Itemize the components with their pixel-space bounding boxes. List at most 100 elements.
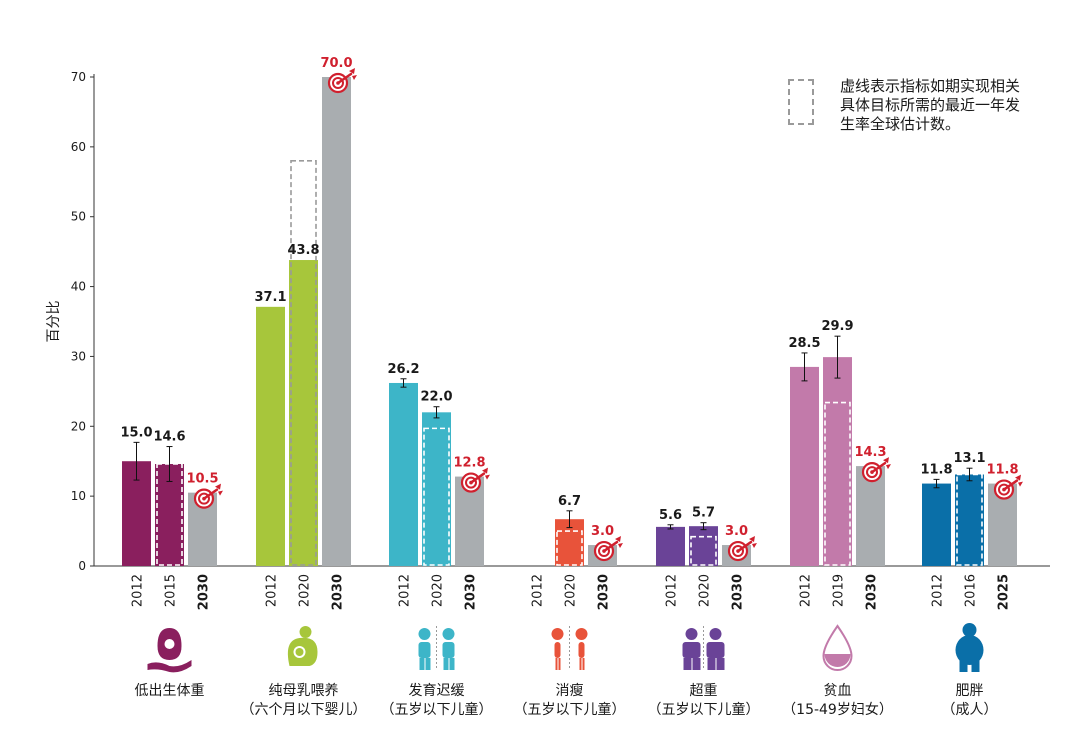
category-label: 贫血 <box>824 683 852 699</box>
y-tick-label: 20 <box>71 419 86 433</box>
target-value-label: 12.8 <box>453 456 485 471</box>
value-label: 6.7 <box>558 494 581 509</box>
category-label: 发育迟缓 <box>409 683 465 699</box>
x-tick-label: 2012 <box>531 574 546 607</box>
overweight-children-icon <box>682 626 725 670</box>
bar <box>656 526 685 566</box>
bar <box>790 366 819 566</box>
x-tick-label: 2012 <box>799 574 814 607</box>
bar-group-2: 37.1 2012 43.8 2020 70.0 2030 纯母乳喂养 （六个月以下婴儿） <box>241 56 367 718</box>
target-icon <box>727 536 757 562</box>
y-tick-label: 0 <box>78 559 86 573</box>
dashed-target-outline <box>824 401 851 566</box>
bar <box>256 306 285 566</box>
x-tick-label: 2030 <box>731 574 746 610</box>
y-tick-label: 50 <box>71 210 86 224</box>
x-tick-label: 2030 <box>197 574 212 610</box>
breastfeeding-icon <box>287 626 318 666</box>
bar <box>689 526 718 566</box>
category-label: 肥胖 <box>956 683 984 699</box>
x-tick-label: 2025 <box>997 574 1012 610</box>
target-icon <box>993 474 1023 500</box>
category-sublabel: （15-49岁妇女） <box>782 701 893 718</box>
value-label: 13.1 <box>953 451 985 466</box>
bar-group-6: 28.5 2012 29.9 2019 14.3 2030 贫血 （15-49岁妇女） <box>782 319 893 718</box>
value-label: 37.1 <box>254 290 286 305</box>
bar-group-4: 2012 6.7 2020 3.0 2030 消瘦 （五岁以下儿童） <box>514 494 626 718</box>
target-bar <box>322 77 351 566</box>
target-value-label: 10.5 <box>186 472 218 487</box>
x-tick-label: 2015 <box>164 574 179 607</box>
x-tick-label: 2012 <box>931 574 946 607</box>
baby-bag-icon <box>147 628 192 673</box>
target-value-label: 11.8 <box>986 463 1018 478</box>
x-tick-label: 2012 <box>131 574 146 607</box>
dashed-target-outline <box>290 160 317 566</box>
value-label: 26.2 <box>387 362 419 377</box>
bar <box>955 474 984 566</box>
bar-group-5: 5.6 2012 5.7 2020 3.0 2030 超重 （五岁以下儿童） <box>648 506 760 718</box>
value-label: 28.5 <box>788 336 820 351</box>
value-label: 5.7 <box>692 506 715 521</box>
value-label: 11.8 <box>920 462 952 477</box>
legend-dashed-swatch <box>788 79 814 125</box>
legend-text: 虚线表示指标如期实现相关具体目标所需的最近一年发生率全球估计数。 <box>840 77 1021 133</box>
y-tick-label: 10 <box>71 489 86 503</box>
target-icon <box>193 483 223 509</box>
obese-adult-icon <box>955 623 984 672</box>
category-sublabel: （五岁以下儿童） <box>381 701 493 718</box>
value-label: 5.6 <box>659 508 682 523</box>
bar-group-3: 26.2 2012 22.0 2020 12.8 2030 发育迟缓 （五岁以下儿童） <box>381 362 493 718</box>
value-label: 15.0 <box>120 425 152 440</box>
category-sublabel: （六个月以下婴儿） <box>241 702 367 718</box>
target-value-label: 14.3 <box>854 445 886 460</box>
target-bar <box>856 466 885 566</box>
bar <box>389 382 418 566</box>
x-tick-label: 2020 <box>431 574 446 607</box>
category-sublabel: （五岁以下儿童） <box>648 701 760 718</box>
bar <box>823 357 852 566</box>
category-sublabel: （成人） <box>942 702 998 718</box>
category-label: 纯母乳喂养 <box>269 683 339 699</box>
target-icon <box>460 467 490 493</box>
y-tick-label: 30 <box>71 349 86 363</box>
y-tick-label: 40 <box>71 280 86 294</box>
x-tick-label: 2012 <box>398 574 413 607</box>
target-value-label: 3.0 <box>591 524 614 539</box>
x-tick-label: 2012 <box>665 574 680 607</box>
target-value-label: 3.0 <box>725 524 748 539</box>
target-icon <box>861 457 891 483</box>
category-label: 低出生体重 <box>135 683 205 699</box>
value-label: 22.0 <box>420 390 452 405</box>
target-value-label: 70.0 <box>320 56 352 71</box>
x-tick-label: 2030 <box>464 574 479 610</box>
category-label: 超重 <box>690 683 718 699</box>
wasted-children-icon <box>551 626 588 670</box>
x-tick-label: 2020 <box>698 574 713 607</box>
x-tick-label: 2030 <box>865 574 880 610</box>
x-tick-label: 2030 <box>331 574 346 610</box>
target-icon <box>593 536 623 562</box>
bar <box>922 483 951 566</box>
x-tick-label: 2019 <box>832 574 847 607</box>
value-label: 29.9 <box>821 319 853 334</box>
x-tick-label: 2012 <box>265 574 280 607</box>
x-tick-label: 2020 <box>564 574 579 607</box>
x-tick-label: 2020 <box>298 574 313 607</box>
blood-drop-icon <box>822 624 853 671</box>
dashed-target-outline <box>556 530 583 566</box>
value-label: 43.8 <box>287 243 319 258</box>
y-tick-label: 70 <box>71 70 86 84</box>
y-tick-label: 60 <box>71 140 86 154</box>
bar <box>289 260 318 566</box>
bar-group-7: 11.8 2012 13.1 2016 11.8 2025 肥胖 （成人） <box>920 451 1018 718</box>
category-label: 消瘦 <box>556 682 584 699</box>
category-sublabel: （五岁以下儿童） <box>514 701 626 718</box>
x-tick-label: 2016 <box>964 574 979 607</box>
stunted-children-icon <box>418 626 455 670</box>
y-axis-label: 百分比 <box>46 301 62 343</box>
target-icon <box>327 68 357 94</box>
dashed-target-outline <box>423 427 450 566</box>
x-tick-label: 2030 <box>597 574 612 610</box>
